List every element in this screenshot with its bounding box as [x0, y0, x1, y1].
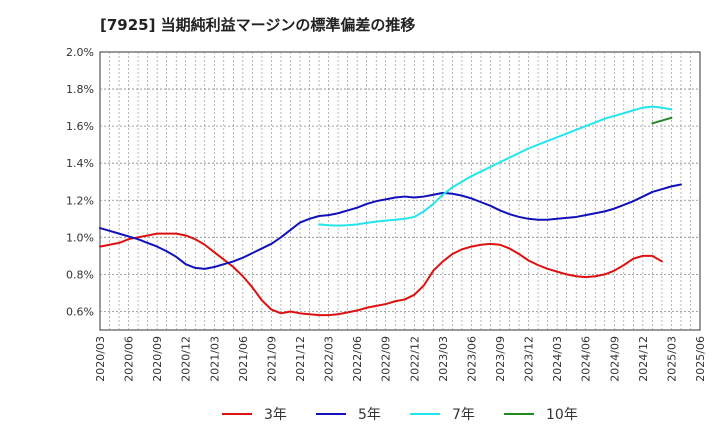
y-tick-label: 1.4% — [66, 157, 94, 170]
series-line-1 — [99, 232, 663, 317]
x-tick-label: 2023/09 — [494, 336, 507, 382]
chart-title: [7925] 当期純利益マージンの標準偏差の推移 — [100, 16, 415, 34]
series-lines — [99, 105, 682, 317]
x-tick-label: 2025/03 — [665, 336, 678, 382]
x-tick-label: 2020/09 — [151, 336, 164, 382]
y-tick-label: 1.2% — [66, 194, 94, 207]
x-tick-label: 2020/12 — [180, 336, 193, 382]
x-tick-label: 2023/12 — [523, 336, 536, 382]
y-tick-label: 1.0% — [66, 231, 94, 244]
y-tick-label: 1.6% — [66, 120, 94, 133]
grid-lines — [100, 52, 700, 330]
series-line-4 — [651, 116, 673, 125]
x-tick-label: 2022/03 — [323, 336, 336, 382]
legend: 3年 5年 7年 10年 — [222, 407, 578, 423]
y-axis-ticks: 0.6% 0.8% 1.0% 1.2% 1.4% 1.6% 1.8% 2.0% — [66, 46, 94, 318]
legend-label: 5年 — [358, 407, 381, 423]
x-tick-label: 2023/06 — [465, 336, 478, 382]
x-tick-label: 2020/03 — [94, 336, 107, 382]
y-tick-label: 0.6% — [66, 305, 94, 318]
x-tick-label: 2024/12 — [637, 336, 650, 382]
legend-label: 10年 — [546, 407, 578, 423]
legend-label: 7年 — [452, 407, 475, 423]
x-tick-label: 2023/03 — [437, 336, 450, 382]
x-tick-label: 2021/12 — [294, 336, 307, 382]
series-line-2 — [99, 183, 682, 270]
x-tick-label: 2022/12 — [408, 336, 421, 382]
x-tick-label: 2022/09 — [380, 336, 393, 382]
y-tick-label: 0.8% — [66, 268, 94, 281]
x-tick-label: 2021/03 — [208, 336, 221, 382]
series-line-3 — [318, 105, 673, 227]
x-tick-label: 2021/06 — [237, 336, 250, 382]
y-tick-label: 1.8% — [66, 83, 94, 96]
x-tick-label: 2024/09 — [608, 336, 621, 382]
y-tick-label: 2.0% — [66, 46, 94, 59]
x-tick-label: 2020/06 — [123, 336, 136, 382]
legend-label: 3年 — [264, 407, 287, 423]
x-tick-label: 2024/06 — [580, 336, 593, 382]
x-tick-label: 2022/06 — [351, 336, 364, 382]
x-axis-ticks: 2020/03 2020/06 2020/09 2020/12 2021/03 2021/… — [94, 336, 707, 382]
plot-area — [99, 51, 701, 331]
x-tick-label: 2025/06 — [694, 336, 707, 382]
x-tick-label: 2024/03 — [551, 336, 564, 382]
x-tick-label: 2021/09 — [265, 336, 278, 382]
